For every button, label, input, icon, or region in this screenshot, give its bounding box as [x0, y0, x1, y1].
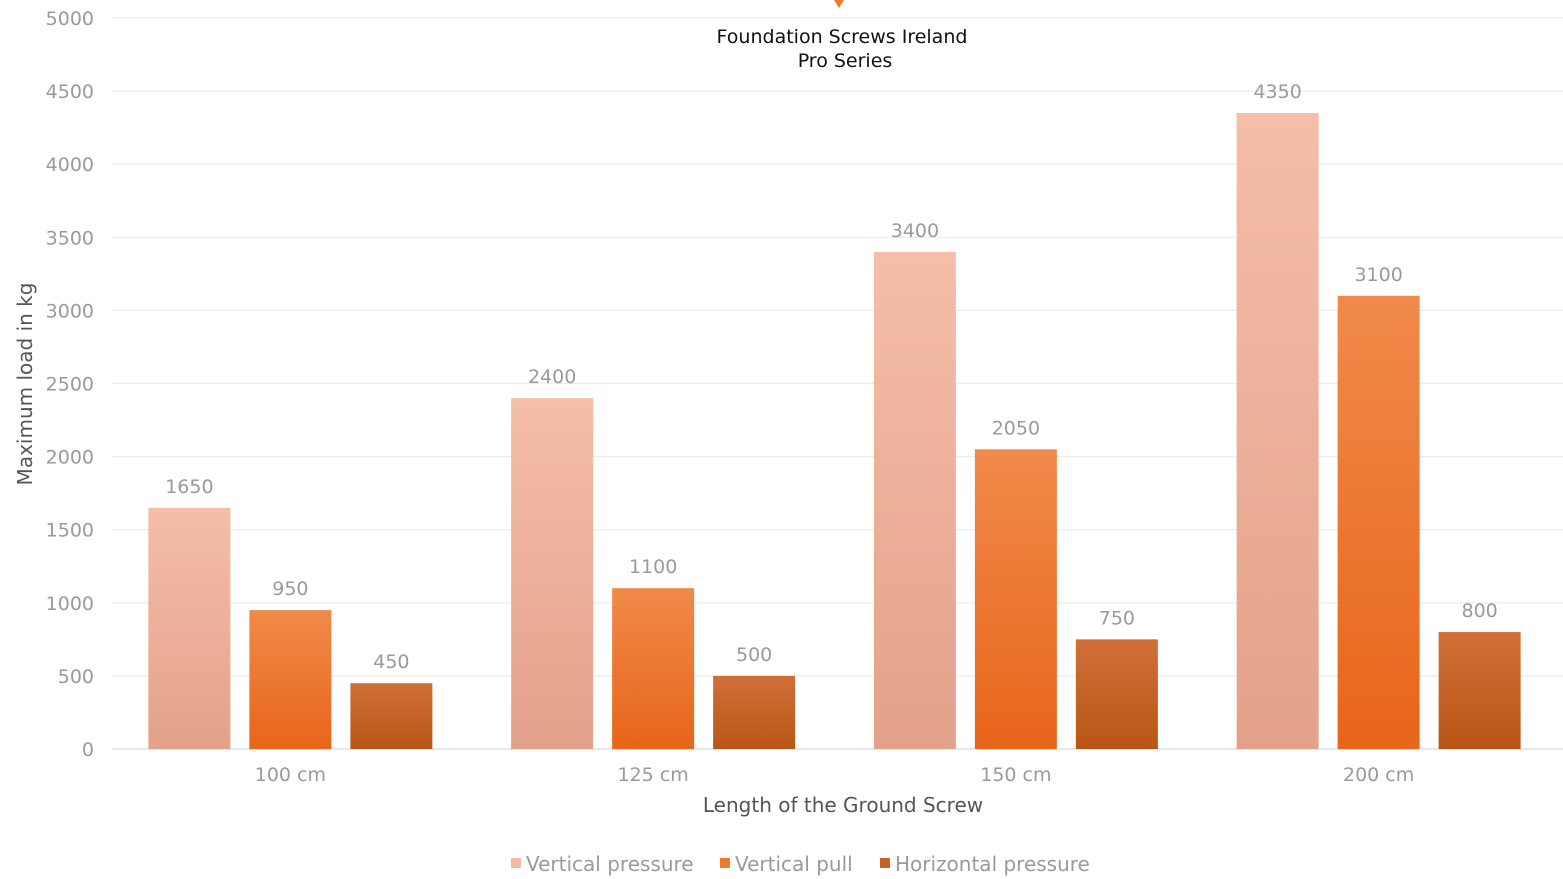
x-tick-label: 200 cm	[1343, 764, 1414, 786]
y-tick-label: 1500	[46, 520, 94, 542]
bars	[148, 113, 1521, 750]
data-label: 800	[1461, 600, 1497, 622]
bar-vertical-pull-200cm	[1337, 295, 1420, 749]
bar-vertical-pull-125cm	[612, 588, 695, 749]
data-label: 4350	[1253, 81, 1301, 103]
bar-vertical-pressure-200cm	[1236, 113, 1319, 749]
y-tick-labels: 0 500 1000 1500 2000 2500 3000 3500 4000 4500 5000	[46, 8, 94, 761]
x-axis-title: Length of the Ground Screw	[703, 793, 983, 817]
bar-vertical-pressure-125cm	[511, 398, 594, 749]
bar-vertical-pressure-150cm	[873, 251, 956, 750]
y-tick-label: 500	[58, 666, 94, 688]
y-tick-label: 2000	[46, 447, 94, 469]
legend: Vertical pressure Vertical pull Horizontal…	[511, 852, 1090, 876]
x-tick-label: 100 cm	[255, 764, 326, 786]
data-label: 450	[373, 651, 409, 673]
data-label: 2400	[528, 366, 576, 388]
y-axis-title: Maximum load in kg	[13, 283, 37, 486]
y-tick-label: 4000	[46, 154, 94, 176]
data-labels: 1650 950 450 2400 1100 500 3400 2050 750 4350 3100…	[165, 81, 1498, 673]
bar-horizontal-pressure-150cm	[1075, 639, 1158, 749]
y-tick-label: 3500	[46, 227, 94, 249]
data-label: 950	[272, 578, 308, 600]
y-tick-label: 0	[82, 739, 94, 761]
legend-swatch	[720, 858, 730, 868]
legend-label: Vertical pressure	[526, 852, 694, 876]
legend-label: Horizontal pressure	[895, 852, 1090, 876]
data-label: 1650	[165, 476, 213, 498]
data-label: 3100	[1354, 264, 1402, 286]
bar-horizontal-pressure-100cm	[350, 683, 433, 749]
y-tick-label: 2500	[46, 374, 94, 396]
y-tick-label: 3000	[46, 300, 94, 322]
data-label: 500	[736, 644, 772, 666]
bar-horizontal-pressure-200cm	[1438, 632, 1521, 749]
x-tick-labels: 100 cm 125 cm 150 cm 200 cm	[255, 764, 1415, 786]
chart-title-line-2: Pro Series	[798, 50, 893, 72]
chart-title-line-1: Foundation Screws Ireland	[717, 26, 968, 48]
y-tick-label: 4500	[46, 81, 94, 103]
data-label: 1100	[629, 556, 677, 578]
bar-vertical-pull-100cm	[249, 610, 332, 749]
bar-horizontal-pressure-125cm	[713, 675, 796, 749]
gridlines	[112, 17, 1563, 750]
y-tick-label: 1000	[46, 593, 94, 615]
data-label: 3400	[891, 220, 939, 242]
data-label: 750	[1099, 607, 1135, 629]
legend-swatch	[880, 858, 890, 868]
legend-swatch	[511, 858, 521, 868]
bar-vertical-pull-150cm	[974, 449, 1057, 749]
data-label: 2050	[992, 417, 1040, 439]
x-tick-label: 125 cm	[617, 764, 688, 786]
x-tick-label: 150 cm	[980, 764, 1051, 786]
logo-marker	[834, 0, 844, 8]
bar-vertical-pressure-100cm	[148, 507, 231, 749]
y-tick-label: 5000	[46, 8, 94, 30]
legend-label: Vertical pull	[735, 852, 853, 876]
